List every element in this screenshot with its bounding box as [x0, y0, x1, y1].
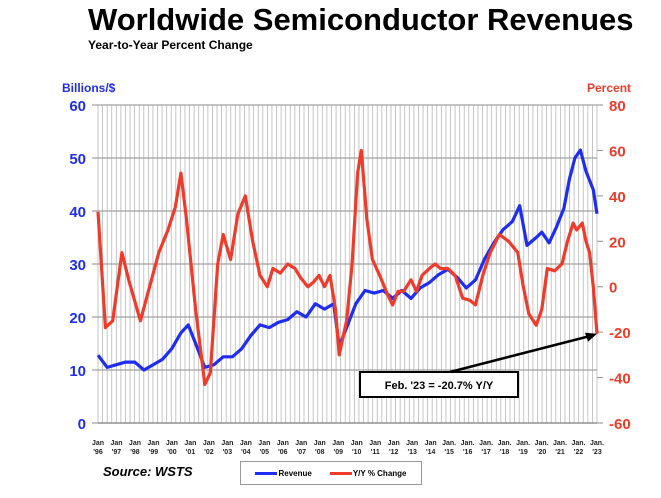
x-tick-label-month: Jan [92, 440, 104, 447]
y-right-tick-label: 0 [609, 280, 617, 297]
y-right-tick-label: -60 [609, 416, 631, 433]
x-tick-label-year: '99 [149, 449, 159, 456]
legend-label-yoy: Y/Y % Change [352, 468, 407, 478]
y-right-tick-label: -20 [609, 325, 631, 342]
x-tick-label-year: '22 [574, 449, 584, 456]
x-tick-label-month: Jan [314, 440, 326, 447]
x-tick-label-year: '14 [426, 449, 436, 456]
y-left-tick-label: 30 [69, 257, 86, 274]
x-tick-label-month: Jan [351, 440, 363, 447]
annotation-text: Feb. '23 = -20.7% Y/Y [385, 380, 494, 392]
y-right-axis-label: Percent [587, 81, 631, 95]
annotation-arrowhead [585, 332, 597, 342]
source-note: Source: WSTS [103, 464, 193, 479]
x-tick-label-year: '05 [260, 449, 270, 456]
x-tick-label-month: Jan. [498, 440, 512, 447]
x-tick-label-month: Jan [221, 440, 233, 447]
x-tick-label-year: '16 [463, 449, 473, 456]
x-tick-label-year: '20 [537, 449, 547, 456]
x-tick-label-year: '09 [334, 449, 344, 456]
chart-subtitle: Year-to-Year Percent Change [88, 38, 253, 52]
x-tick-label-month: Jan [110, 440, 122, 447]
y-left-tick-label: 60 [69, 98, 86, 115]
x-tick-label-month: Jan [240, 440, 252, 447]
y-left-tick-label: 40 [69, 204, 86, 221]
x-tick-label-month: Jan. [479, 440, 493, 447]
x-tick-label-year: '02 [204, 449, 214, 456]
x-tick-label-month: Jan [258, 440, 270, 447]
x-tick-label-month: Jan. [461, 440, 475, 447]
legend-swatch-revenue [255, 471, 278, 475]
legend: Revenue Y/Y % Change [240, 461, 422, 485]
x-tick-label-month: Jan. [516, 440, 530, 447]
y-left-tick-label: 10 [69, 363, 86, 380]
x-tick-label-year: '12 [389, 449, 399, 456]
x-tick-label-month: Jan [425, 440, 437, 447]
annotation-box [359, 371, 519, 398]
y-right-tick-label: 60 [609, 143, 626, 160]
series-line-yoy-change [96, 148, 599, 386]
x-tick-label-month: Jan. [590, 440, 604, 447]
x-tick-label-month: Jan [203, 440, 215, 447]
x-tick-label-year: '01 [186, 449, 196, 456]
x-tick-label-month: Jan [406, 440, 418, 447]
x-tick-label-year: '23 [592, 449, 602, 456]
x-tick-label-year: '97 [112, 449, 122, 456]
y-right-tick-label: 40 [609, 189, 626, 206]
x-tick-label-year: '21 [555, 449, 565, 456]
y-right-tick-label: -40 [609, 371, 631, 388]
x-tick-label-year: '08 [315, 449, 325, 456]
x-tick-label-month: Jan. [572, 440, 586, 447]
x-tick-label-month: Jan [388, 440, 400, 447]
x-tick-label-month: Jan [332, 440, 344, 447]
legend-item-revenue: Revenue [255, 468, 312, 478]
x-tick-label-year: '11 [371, 449, 380, 456]
x-tick-label-year: '98 [130, 449, 140, 456]
y-right-tick-label: 80 [609, 98, 626, 115]
annotation-arrow [449, 334, 592, 374]
x-tick-label-year: '18 [500, 449, 510, 456]
x-tick-label-year: '03 [223, 449, 233, 456]
x-tick-label-month: Jan. [535, 440, 549, 447]
x-tick-label-year: '10 [352, 449, 362, 456]
legend-label-revenue: Revenue [278, 468, 312, 478]
x-tick-label-month: Jan [295, 440, 307, 447]
y-left-tick-label: 50 [69, 151, 86, 168]
x-tick-label-month: Jan [129, 440, 141, 447]
x-tick-label-month: Jan. [442, 440, 456, 447]
y-left-tick-label: 0 [78, 416, 86, 433]
x-tick-label-year: '15 [444, 449, 454, 456]
x-tick-label-month: Jan [166, 440, 178, 447]
x-tick-label-year: '04 [241, 449, 251, 456]
x-tick-label-month: Jan [277, 440, 289, 447]
legend-item-yoy: Y/Y % Change [329, 468, 407, 478]
x-tick-label-month: Jan [147, 440, 159, 447]
y-left-axis-label: Billions/$ [62, 81, 116, 95]
y-left-tick-label: 20 [69, 310, 86, 327]
x-tick-label-year: '96 [93, 449, 103, 456]
legend-swatch-yoy [329, 471, 352, 475]
x-tick-label-month: Jan. [553, 440, 567, 447]
y-right-tick-label: 20 [609, 234, 626, 251]
x-tick-label-year: '13 [407, 449, 417, 456]
x-tick-label-year: '07 [297, 449, 307, 456]
x-tick-label-month: Jan [184, 440, 196, 447]
x-tick-label-year: '00 [167, 449, 177, 456]
x-tick-label-year: '19 [518, 449, 528, 456]
chart-title: Worldwide Semiconductor Revenues [88, 2, 634, 37]
x-tick-label-year: '06 [278, 449, 288, 456]
x-tick-label-year: '17 [481, 449, 491, 456]
x-tick-label-month: Jan [369, 440, 381, 447]
series-line-revenue [96, 148, 599, 372]
